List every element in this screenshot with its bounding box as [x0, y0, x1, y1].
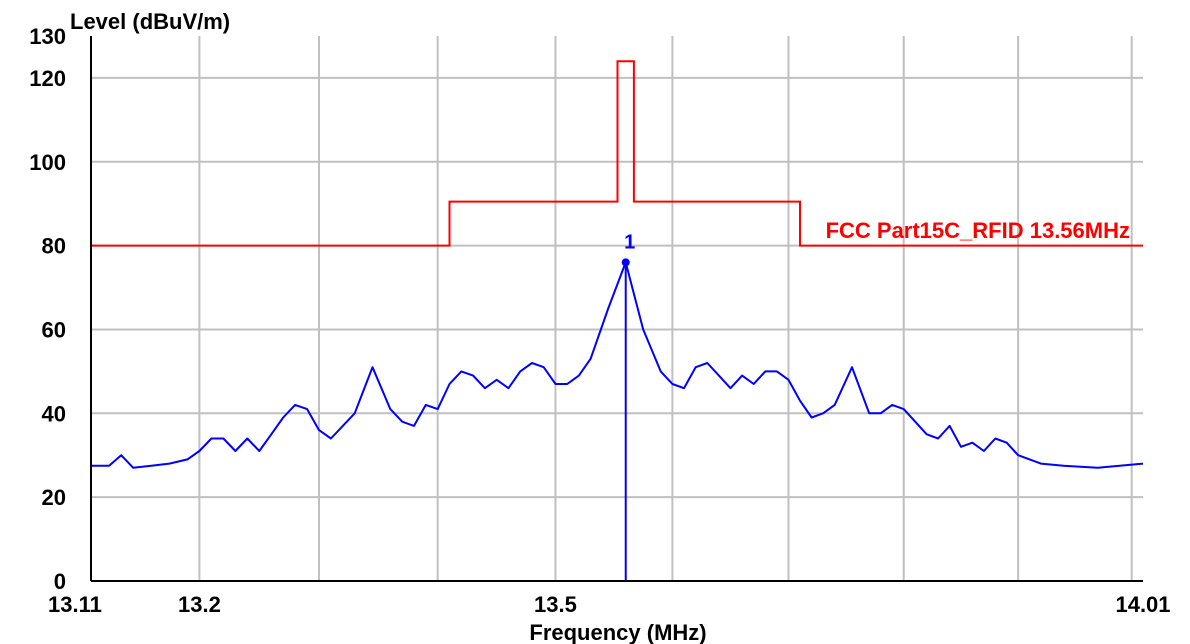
y-tick-label: 40 [42, 401, 66, 426]
x-tick-label: 13.2 [178, 592, 221, 617]
y-tick-label: 120 [29, 66, 66, 91]
y-tick-label: 100 [29, 150, 66, 175]
y-axis-title: Level (dBuV/m) [70, 9, 230, 34]
x-tick-label: 13.5 [534, 592, 577, 617]
trace-line [91, 261, 1144, 469]
y-tick-label: 130 [29, 24, 66, 49]
marker-group: 1 [621, 231, 635, 581]
x-tick-label: 14.01 [1115, 592, 1170, 617]
y-tick-label: 20 [42, 485, 66, 510]
marker-point [621, 258, 630, 267]
limit-line-group: FCC Part15C_RFID 13.56MHz [91, 60, 1143, 247]
limit-line [91, 60, 1143, 247]
y-tick-label: 60 [42, 317, 66, 342]
limit-line-label: FCC Part15C_RFID 13.56MHz [826, 218, 1130, 243]
marker-label: 1 [624, 231, 635, 253]
x-tick-label: 13.11 [48, 592, 102, 617]
axes [90, 36, 1143, 582]
y-tick-label: 80 [42, 234, 66, 259]
x-axis-title: Frequency (MHz) [529, 620, 706, 644]
y-tick-label: 0 [54, 569, 66, 594]
tick-labels: 0 20 40 60 80 100 120 130 13.11 13.2 13.5 14.01 [29, 24, 1170, 617]
trace-group [91, 261, 1144, 469]
